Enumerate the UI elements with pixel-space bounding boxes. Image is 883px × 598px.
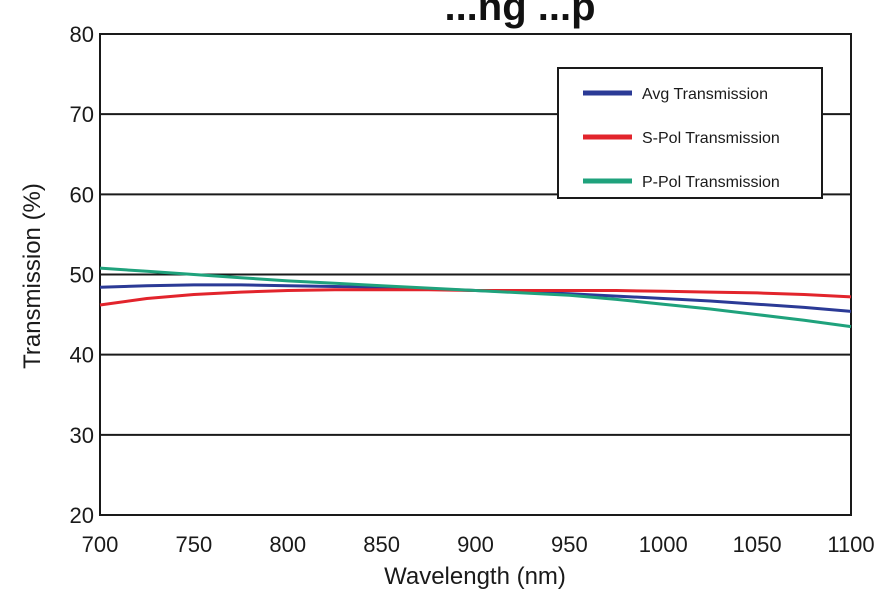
y-tick-label-60: 60 xyxy=(70,182,94,207)
y-tick-label-50: 50 xyxy=(70,263,94,288)
series-line-1 xyxy=(99,283,852,313)
x-tick-label-850: 850 xyxy=(363,532,400,557)
x-tick-label-950: 950 xyxy=(551,532,588,557)
legend: Avg Transmission S-Pol Transmission P-Pol … xyxy=(557,67,823,199)
x-tick-label-750: 750 xyxy=(176,532,213,557)
x-axis-title: Wavelength (nm) xyxy=(384,563,566,590)
x-tick-label-900: 900 xyxy=(457,532,494,557)
x-tick-label-800: 800 xyxy=(269,532,306,557)
chart-title: ...ng ...p xyxy=(444,0,595,29)
x-axis-tick-labels: 700 750 800 850 900 950 1000 1050 1100 xyxy=(82,532,875,557)
x-tick-label-700: 700 xyxy=(82,532,119,557)
x-tick-label-1100: 1100 xyxy=(827,532,874,557)
series-line-3 xyxy=(99,266,852,329)
y-axis-title: Transmission (%) xyxy=(19,183,46,369)
legend-box xyxy=(557,67,823,199)
series-lines xyxy=(99,266,852,329)
plot-area-frame xyxy=(99,33,852,516)
y-tick-label-20: 20 xyxy=(70,503,94,528)
y-tick-label-80: 80 xyxy=(70,22,94,47)
legend-label-3: P-Pol Transmission xyxy=(642,174,780,191)
legend-label-1: Avg Transmission xyxy=(642,86,768,103)
legend-label-2: S-Pol Transmission xyxy=(642,130,780,147)
x-tick-label-1050: 1050 xyxy=(733,532,782,557)
y-tick-label-30: 30 xyxy=(70,423,94,448)
y-tick-label-40: 40 xyxy=(70,343,94,368)
y-tick-label-70: 70 xyxy=(70,102,94,127)
x-tick-label-1000: 1000 xyxy=(639,532,688,557)
y-axis-tick-labels: 20 30 40 50 60 70 80 xyxy=(70,22,94,528)
